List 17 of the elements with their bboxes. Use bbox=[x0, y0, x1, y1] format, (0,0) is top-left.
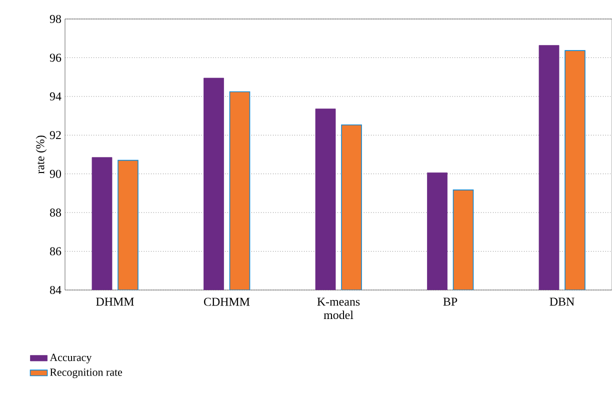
x-tick-label: DBN bbox=[550, 298, 574, 306]
y-tick-label: 94 bbox=[50, 92, 62, 100]
y-tick-label: 98 bbox=[50, 14, 62, 24]
y-tick-label: 92 bbox=[50, 131, 61, 140]
x-tick-label: K-means bbox=[317, 298, 360, 306]
y-tick-label: 84 bbox=[50, 286, 62, 294]
y-tick-label: 96 bbox=[50, 54, 62, 62]
y-tick-label: 90 bbox=[50, 170, 62, 178]
legend-label: Recognition rate bbox=[50, 368, 122, 378]
y-axis-title: rate (%) bbox=[36, 136, 47, 174]
x-tick-label: DHMM bbox=[96, 298, 134, 306]
x-tick-label: CDHMM bbox=[204, 298, 250, 306]
legend-label: Accuracy bbox=[50, 354, 92, 364]
x-axis-title: model bbox=[324, 310, 354, 320]
y-tick-label: 86 bbox=[50, 247, 62, 256]
x-tick-label: BP bbox=[443, 298, 458, 306]
y-tick-label: 88 bbox=[50, 208, 62, 217]
